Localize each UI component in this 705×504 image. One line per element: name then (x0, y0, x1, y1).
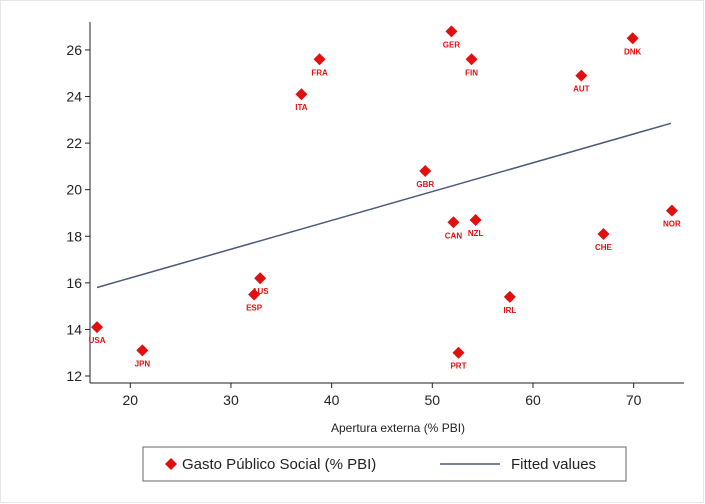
fitted-line-layer (96, 122, 672, 289)
point-label-che: CHE (595, 243, 613, 252)
data-point-esp (248, 288, 261, 301)
axes: 12 14 16 18 20 22 24 26 20 30 40 50 60 70 (66, 22, 684, 408)
point-label-usa: USA (89, 336, 106, 345)
legend-diamond-marker (165, 458, 177, 470)
points-layer: USA JPN ESP AUS ITA FRA GBR GER CAN PRT FIN NZL IRL A… (89, 25, 681, 371)
data-point-jpn (136, 344, 149, 357)
data-point-ger (445, 25, 458, 38)
point-label-jpn: JPN (135, 359, 151, 368)
x-tick-label: 40 (324, 392, 340, 408)
point-label-gbr: GBR (416, 180, 434, 189)
data-point-fin (465, 53, 478, 66)
point-label-nor: NOR (663, 220, 681, 229)
data-point-aut (575, 69, 588, 82)
y-tick-label: 20 (66, 182, 82, 198)
legend: Gasto Público Social (% PBI) Fitted valu… (142, 446, 627, 482)
x-tick-label: 70 (626, 392, 642, 408)
data-point-gbr (419, 165, 432, 178)
data-point-nor (665, 204, 678, 217)
legend-box (142, 446, 627, 482)
data-point-can (447, 216, 460, 229)
y-tick-label: 16 (66, 275, 82, 291)
point-label-aut: AUT (573, 85, 590, 94)
data-point-aus (254, 272, 267, 285)
y-tick-label: 22 (66, 135, 82, 151)
point-label-fra: FRA (311, 68, 328, 77)
data-point-fra (313, 53, 326, 66)
data-point-prt (452, 346, 465, 359)
legend-label-fitted: Fitted values (511, 456, 596, 473)
fitted-values-line (96, 122, 672, 289)
y-tick-label: 12 (66, 368, 82, 384)
data-point-usa (91, 321, 104, 334)
data-point-ita (295, 88, 308, 101)
data-point-dnk (626, 32, 639, 45)
data-point-che (597, 227, 610, 240)
point-label-can: CAN (445, 231, 463, 240)
point-label-ita: ITA (295, 103, 308, 112)
point-label-prt: PRT (450, 362, 466, 371)
y-tick-label: 26 (66, 42, 82, 58)
data-point-irl (503, 290, 516, 303)
point-label-ger: GER (443, 40, 461, 49)
x-axis-title: Apertura externa (% PBI) (331, 421, 465, 435)
point-label-fin: FIN (465, 68, 478, 77)
legend-label-scatter: Gasto Público Social (% PBI) (182, 456, 376, 473)
point-label-dnk: DNK (624, 47, 642, 56)
point-label-esp: ESP (246, 303, 263, 312)
point-label-aus: AUS (252, 287, 270, 296)
y-tick-label: 24 (66, 89, 82, 105)
data-point-nzl (469, 213, 482, 226)
y-tick-label: 18 (66, 228, 82, 244)
point-label-nzl: NZL (468, 229, 484, 238)
x-tick-label: 50 (425, 392, 441, 408)
x-tick-label: 30 (223, 392, 239, 408)
y-tick-label: 14 (66, 321, 82, 337)
x-tick-label: 20 (122, 392, 138, 408)
point-label-irl: IRL (503, 306, 516, 315)
x-tick-label: 60 (525, 392, 541, 408)
